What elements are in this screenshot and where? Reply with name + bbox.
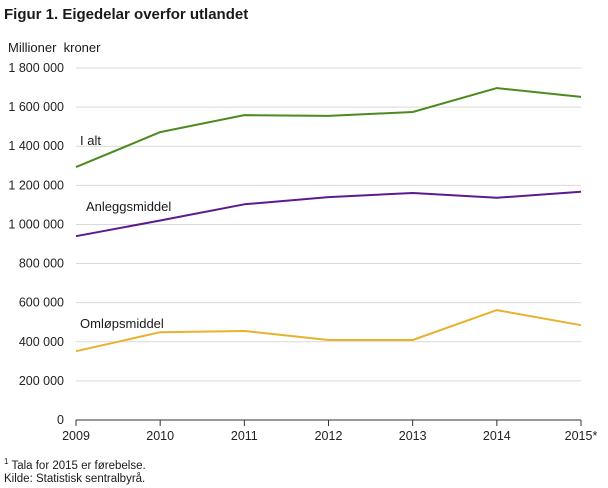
gridlines xyxy=(76,67,581,382)
y-tick-label: 600 000 xyxy=(19,296,64,310)
y-tick-label: 0 xyxy=(57,413,64,427)
series-labels: I alt Anleggsmiddel Omløpsmiddel xyxy=(80,133,171,331)
series-line xyxy=(75,87,582,169)
series-lines xyxy=(75,87,582,353)
x-tick-label: 2012 xyxy=(315,429,343,443)
y-tick-label: 200 000 xyxy=(19,374,64,388)
x-axis: 2009 2010 2011 2012 2013 2014 2015* xyxy=(62,419,598,443)
y-tick-label: 1 400 000 xyxy=(8,139,64,153)
series-label: Anleggsmiddel xyxy=(86,199,171,214)
footnote-marker: 1 xyxy=(4,457,9,466)
line-chart: 0 200 000 400 000 600 000 800 000 1 000 000 1 … xyxy=(8,61,598,443)
footnote-preliminary: 1 Tala for 2015 er førebelse. xyxy=(4,457,146,472)
y-axis-unit-label: Millioner kroner xyxy=(8,40,101,55)
y-tick-label: 800 000 xyxy=(19,257,64,271)
x-tick-label: 2011 xyxy=(231,429,258,443)
series-label: Omløpsmiddel xyxy=(80,316,164,331)
source-note: Kilde: Statistisk sentralbyrå. xyxy=(4,473,146,485)
y-tick-label: 1 000 000 xyxy=(8,217,64,231)
chart-title: Figur 1. Eigedelar overfor utlandet xyxy=(4,6,249,23)
x-tick-label: 2015* xyxy=(565,429,598,443)
footnote-text: Tala for 2015 er førebelse. xyxy=(8,459,146,472)
x-tick-label: 2009 xyxy=(62,429,90,443)
x-tick-label: 2010 xyxy=(146,429,174,443)
y-tick-label: 1 800 000 xyxy=(8,61,64,75)
x-tick-label: 2014 xyxy=(483,429,511,443)
y-axis-ticks: 0 200 000 400 000 600 000 800 000 1 000 000 1 … xyxy=(8,61,64,427)
y-tick-label: 1 200 000 xyxy=(8,178,64,192)
series-label: I alt xyxy=(80,133,101,148)
y-tick-label: 1 600 000 xyxy=(8,100,64,114)
y-tick-label: 400 000 xyxy=(19,335,64,349)
series-line xyxy=(75,309,582,353)
series-line xyxy=(75,190,582,238)
x-tick-label: 2013 xyxy=(399,429,427,443)
